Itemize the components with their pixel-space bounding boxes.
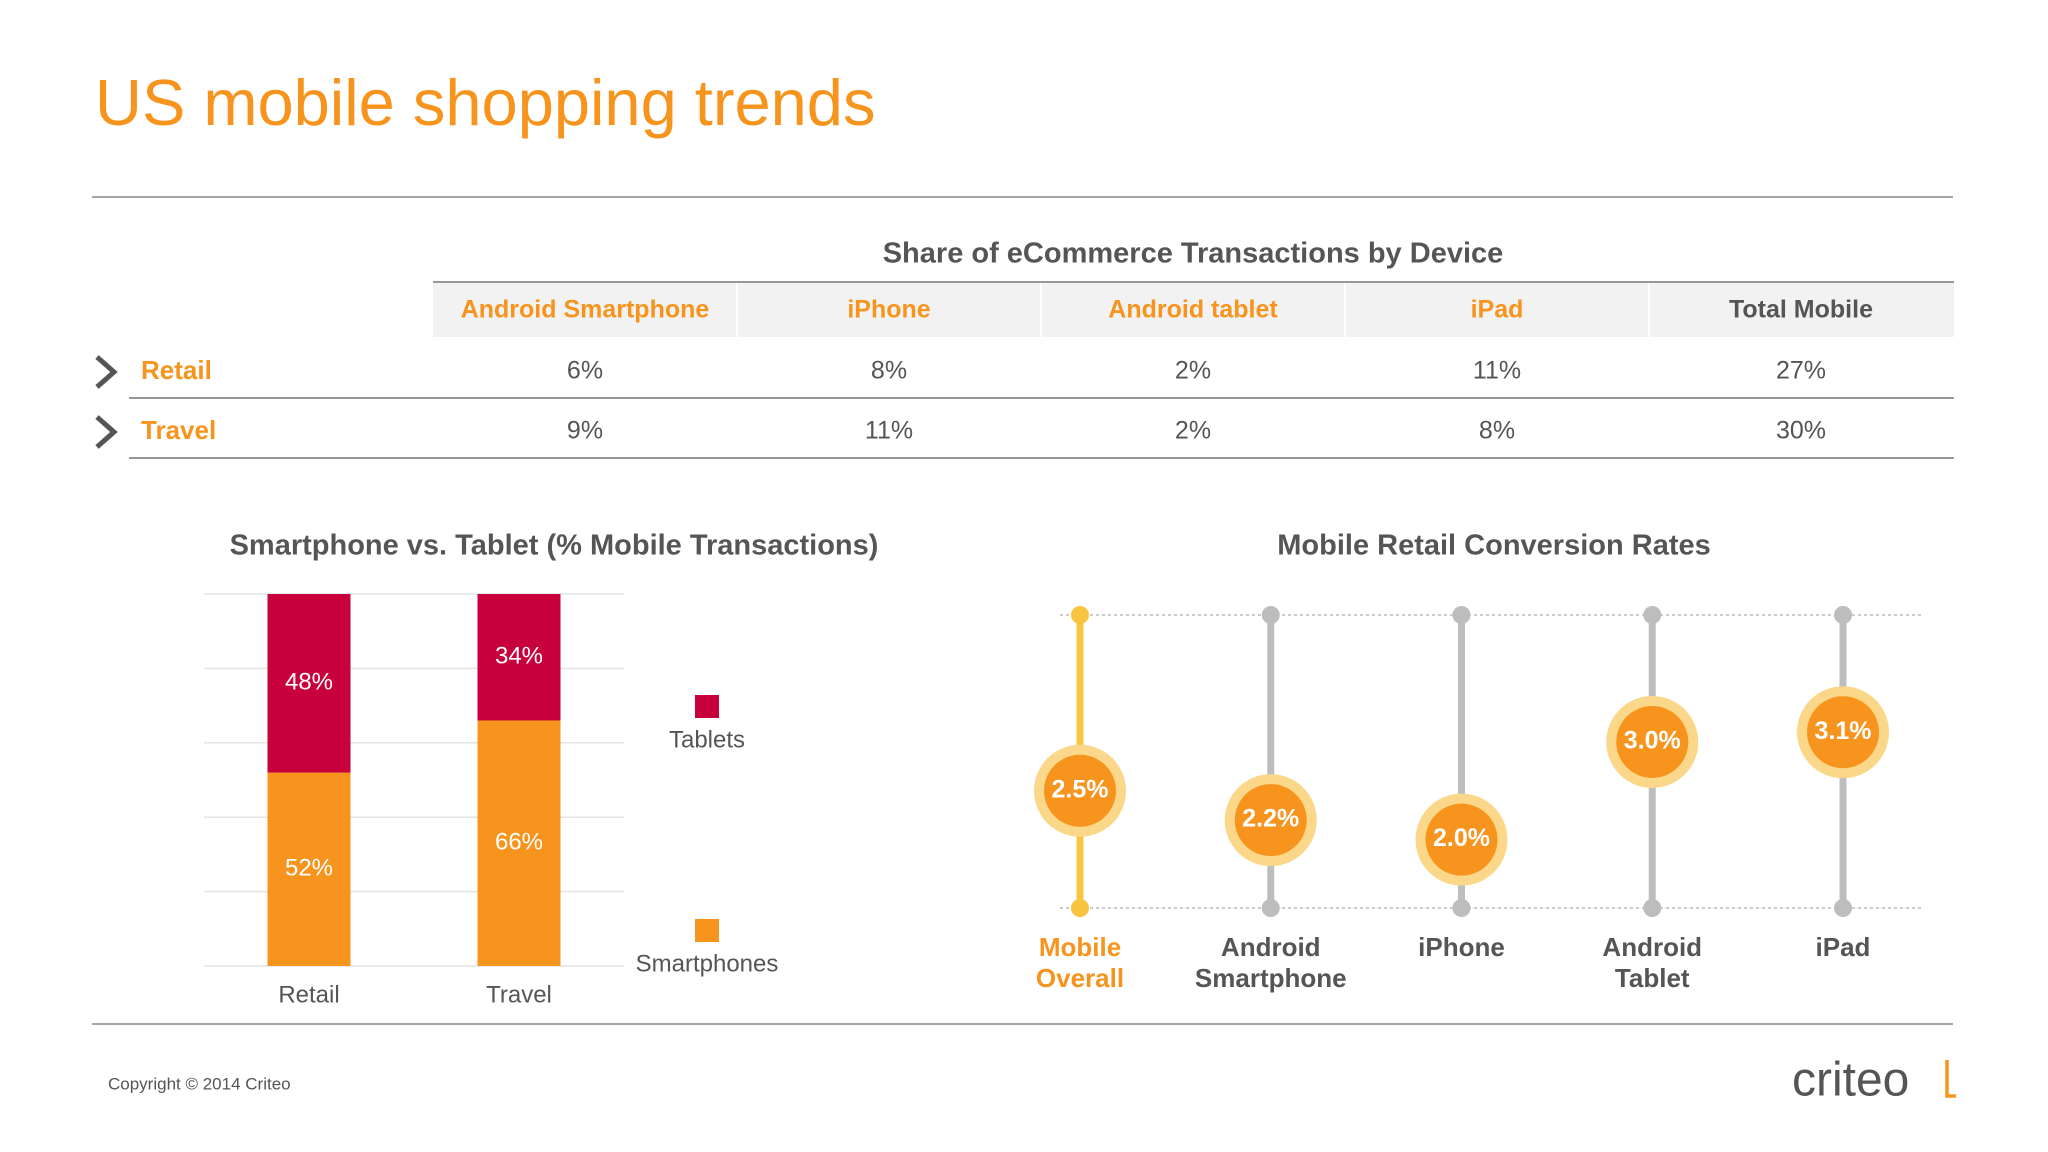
- table-cell: 11%: [865, 417, 913, 445]
- data-label: 52%: [285, 855, 333, 882]
- marker: [1616, 705, 1689, 778]
- column-header: iPad: [1471, 296, 1524, 324]
- row-chevron: [95, 355, 118, 389]
- column-header: Android tablet: [1108, 296, 1278, 324]
- chart-title: Smartphone vs. Tablet (% Mobile Transact…: [230, 530, 879, 562]
- data-label: 48%: [285, 669, 333, 696]
- table-cell: 2%: [1175, 417, 1211, 445]
- logo: criteo: [1792, 1054, 1909, 1107]
- data-label: 2.0%: [1433, 824, 1490, 852]
- column-header: Total Mobile: [1729, 296, 1873, 324]
- table-cell: 27%: [1776, 357, 1826, 385]
- data-label: 66%: [495, 829, 543, 856]
- row-label: Retail: [141, 355, 212, 385]
- stem-end: [1452, 899, 1471, 917]
- marker: [1234, 784, 1307, 857]
- row-label: Travel: [141, 415, 216, 445]
- stem-end: [1834, 606, 1852, 624]
- legend-label: Tablets: [669, 726, 745, 753]
- legend-swatch: [695, 695, 719, 718]
- copyright: Copyright © 2014 Criteo: [108, 1074, 291, 1093]
- bar-segment: [477, 720, 561, 966]
- table-cell: 9%: [567, 417, 603, 445]
- stem-end: [1643, 899, 1662, 917]
- table-cell: 30%: [1776, 417, 1826, 445]
- x-tick-label: iPhone: [1418, 932, 1505, 962]
- table-cell: 8%: [1479, 417, 1515, 445]
- x-tick-label: Tablet: [1615, 963, 1690, 993]
- marker: [1044, 754, 1116, 827]
- table-cell: 6%: [567, 357, 603, 385]
- data-label: 2.2%: [1242, 805, 1299, 833]
- stem-end: [1071, 899, 1089, 917]
- x-tick-label: iPad: [1816, 932, 1871, 962]
- table-cell: 8%: [871, 357, 907, 385]
- stem-end: [1261, 899, 1280, 917]
- stem-end: [1643, 606, 1662, 624]
- x-tick-label: Overall: [1036, 963, 1124, 993]
- table-cell: 2%: [1175, 357, 1211, 385]
- column-header: iPhone: [847, 296, 930, 324]
- legend-swatch: [695, 919, 719, 942]
- slide-title: US mobile shopping trends: [95, 66, 875, 139]
- chart-title: Mobile Retail Conversion Rates: [1277, 530, 1711, 562]
- data-label: 3.0%: [1624, 727, 1681, 755]
- row-chevron: [95, 415, 118, 449]
- data-label: 2.5%: [1052, 775, 1109, 803]
- x-tick-label: Smartphone: [1195, 963, 1347, 993]
- x-tick-label: Retail: [278, 981, 339, 1008]
- table-cell: 11%: [1473, 357, 1521, 385]
- stem-end: [1071, 606, 1089, 624]
- logo-mark: [1945, 1060, 1956, 1098]
- column-header: Android Smartphone: [461, 296, 710, 324]
- marker: [1807, 696, 1879, 769]
- x-tick-label: Travel: [486, 981, 552, 1008]
- table-title: Share of eCommerce Transactions by Devic…: [883, 238, 1504, 270]
- marker: [1425, 803, 1498, 876]
- table-header-bg: [433, 283, 1954, 337]
- stem-end: [1452, 606, 1471, 624]
- bar-segment: [267, 594, 351, 773]
- x-tick-label: Mobile: [1039, 932, 1121, 962]
- bar-segment: [477, 594, 561, 721]
- x-tick-label: Android: [1221, 932, 1321, 962]
- stem-end: [1261, 606, 1280, 624]
- stem-end: [1834, 899, 1852, 917]
- x-tick-label: Android: [1602, 932, 1702, 962]
- legend-label: Smartphones: [636, 950, 779, 977]
- data-label: 34%: [495, 643, 543, 670]
- data-label: 3.1%: [1815, 717, 1872, 745]
- bar-segment: [267, 772, 351, 966]
